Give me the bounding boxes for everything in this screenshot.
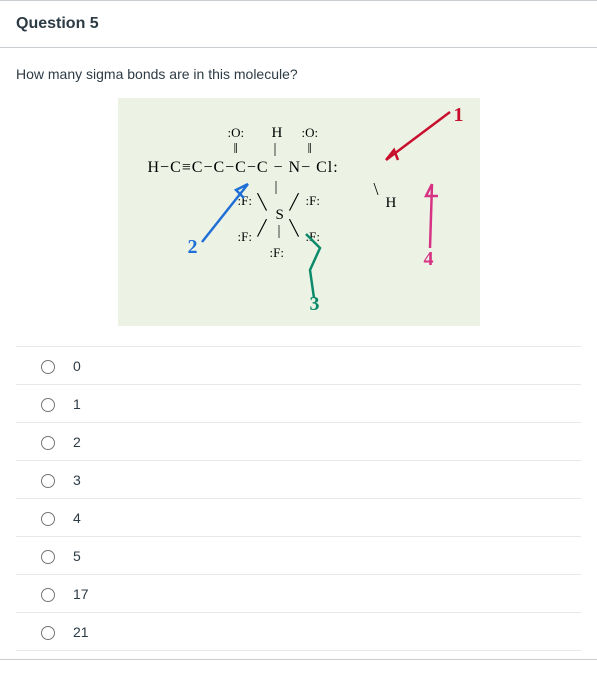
answer-radio[interactable] (41, 360, 55, 374)
answer-option[interactable]: 4 (16, 499, 581, 537)
answer-option[interactable]: 17 (16, 575, 581, 613)
ann-2: 2 (188, 236, 198, 259)
molecule-figure: :O: H :O: ǁ | ǁ H−C≡C−C−C−C − N− Cl: | \… (118, 98, 480, 326)
answer-option[interactable]: 21 (16, 613, 581, 651)
arrows-overlay (118, 98, 480, 326)
question-title: Question 5 (16, 15, 99, 32)
answer-radio[interactable] (41, 512, 55, 526)
answer-radio[interactable] (41, 474, 55, 488)
arrow-red (386, 112, 450, 160)
answer-radio[interactable] (41, 626, 55, 640)
answer-text: 1 (73, 396, 81, 412)
ann-3: 3 (310, 293, 320, 316)
answer-text: 5 (73, 548, 81, 564)
answer-list: 0 1 2 3 4 5 17 21 (16, 346, 581, 651)
ann-4: 4 (424, 248, 434, 271)
answer-radio[interactable] (41, 398, 55, 412)
arrow-green (306, 234, 320, 298)
answer-text: 3 (73, 472, 81, 488)
answer-option[interactable]: 0 (16, 347, 581, 385)
arrow-pink (426, 184, 438, 248)
answer-option[interactable]: 5 (16, 537, 581, 575)
footer-rule (0, 659, 597, 660)
answer-option[interactable]: 3 (16, 461, 581, 499)
answer-option[interactable]: 1 (16, 385, 581, 423)
answer-text: 0 (73, 358, 81, 374)
ann-1: 1 (454, 104, 464, 127)
answer-radio[interactable] (41, 588, 55, 602)
answer-text: 4 (73, 510, 81, 526)
answer-text: 21 (73, 624, 89, 640)
answer-option[interactable]: 2 (16, 423, 581, 461)
answer-text: 2 (73, 434, 81, 450)
answer-text: 17 (73, 586, 89, 602)
answer-radio[interactable] (41, 436, 55, 450)
answer-radio[interactable] (41, 550, 55, 564)
arrow-blue (202, 184, 248, 242)
question-prompt: How many sigma bonds are in this molecul… (16, 66, 581, 82)
